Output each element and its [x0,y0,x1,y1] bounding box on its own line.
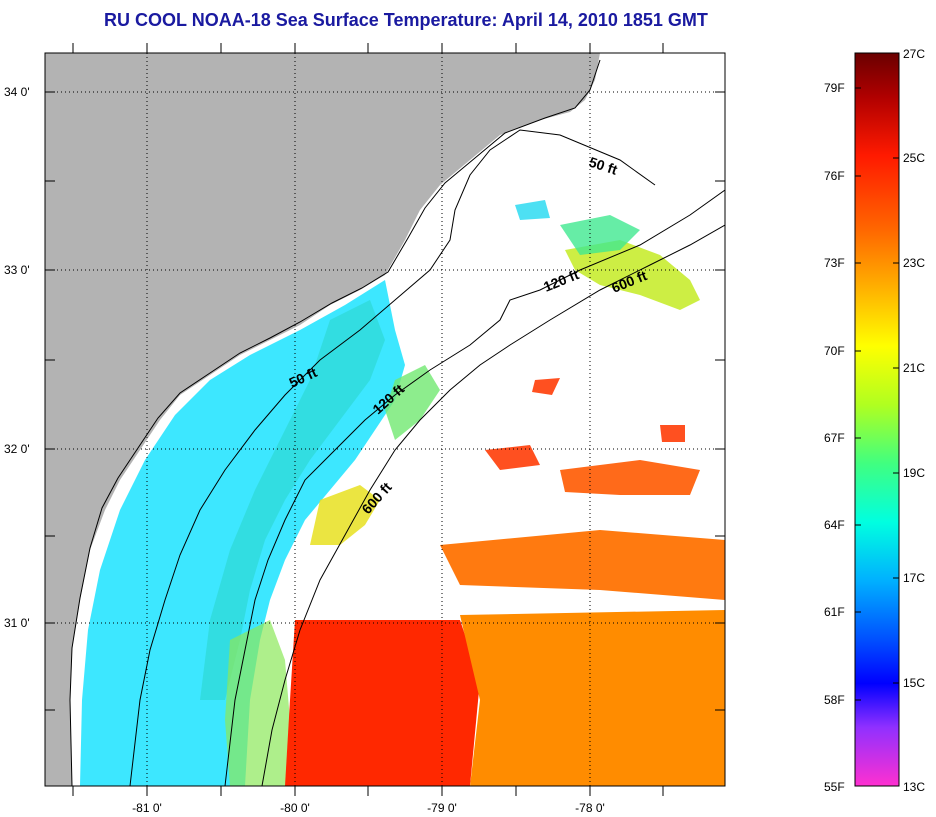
colorbar-c-label-15: 15C [903,676,925,690]
sst-gulfstream-red [285,620,480,786]
sst-nearshore-green [225,620,300,786]
colorbar-c-label-21: 21C [903,361,925,375]
sst-offshore-orange [460,610,725,786]
sst-midshelf-green [385,365,440,440]
sst-ne-green [560,215,640,255]
colorbar-c-label-27: 27C [903,47,925,61]
colorbar-c-label-23: 23C [903,256,925,270]
colorbar-f-label-64: 64F [824,518,845,532]
lat-label-33: 33 0' [4,263,30,277]
lat-label-31: 31 0' [4,616,30,630]
colorbar-f-label-55: 55F [824,780,845,794]
map-title: RU COOL NOAA-18 Sea Surface Temperature:… [104,10,708,30]
colorbar-ticks [855,87,899,701]
isobath-50ft [129,129,656,786]
colorbar-f-label-73: 73F [824,256,845,270]
graticule [45,53,725,786]
axis-ticks [45,43,725,796]
sst-shelf-teal [200,300,385,700]
isobath-120ft [224,189,725,786]
colorbar-c-label-19: 19C [903,466,925,480]
colorbar-f-label-70: 70F [824,344,845,358]
colorbar-f-label-58: 58F [824,693,845,707]
colorbar-c-label-25: 25C [903,151,925,165]
sst-offshore-spots [485,378,685,470]
colorbar-f-label-61: 61F [824,605,845,619]
map-border [44,52,726,787]
lat-label-32: 32 0' [4,442,30,456]
colorbar-f-label-67: 67F [824,431,845,445]
coastline [69,59,601,786]
colorbar-f-label-79: 79F [824,81,845,95]
lon-label-80: -80 0' [280,801,310,815]
isobath-600ft [261,224,725,786]
colorbar-c-label-17: 17C [903,571,925,585]
land-area-ne [600,53,725,180]
lon-label-79: -79 0' [427,801,457,815]
lon-label-78: -78 0' [575,801,605,815]
colorbar-f-label-76: 76F [824,169,845,183]
sst-shelfbreak-yellow [310,485,380,545]
sst-ne-cyan [515,200,550,220]
colorbar-c-label-13: 13C [903,780,925,794]
sst-offshore-band [440,530,725,600]
land-area [45,53,600,786]
sst-ne-filament [565,240,700,310]
sst-offshore-patch [560,460,700,495]
colorbar [854,52,900,787]
lat-label-34: 34 0' [4,85,30,99]
lon-label-81: -81 0' [132,801,162,815]
